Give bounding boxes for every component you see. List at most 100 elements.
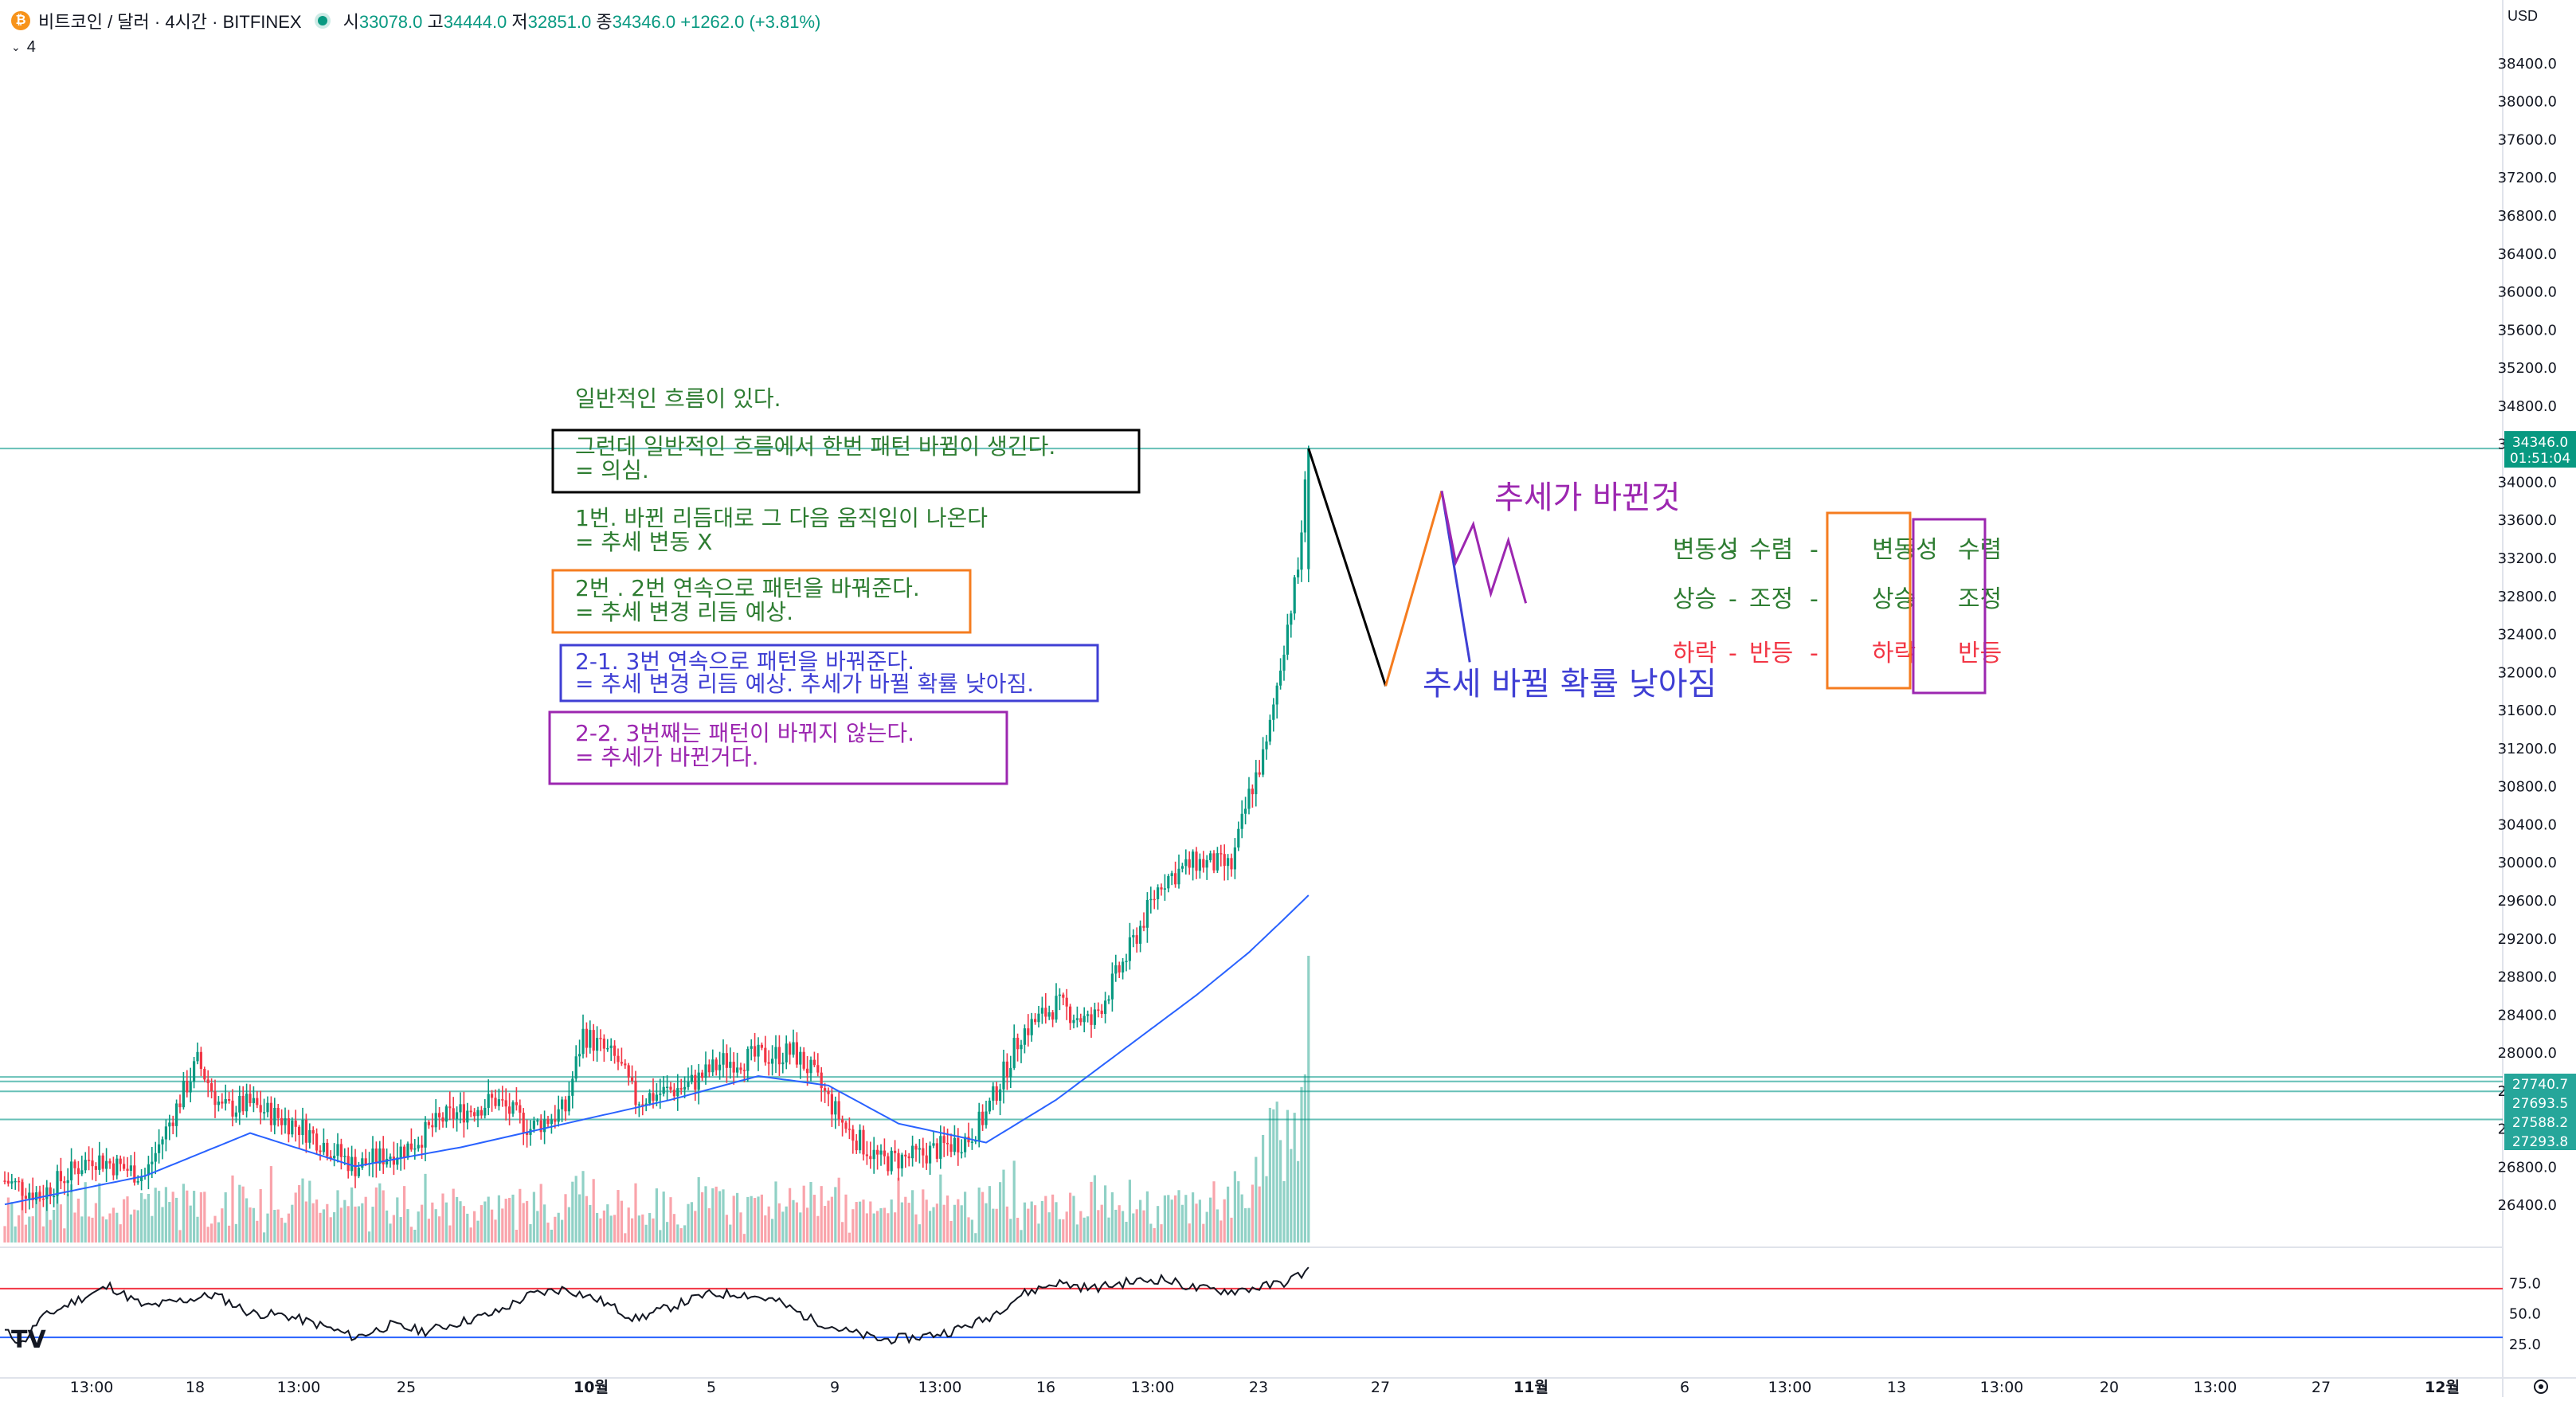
candle[interactable] [841,1119,844,1123]
candle[interactable] [935,1143,938,1159]
candle[interactable] [539,1120,542,1133]
candle[interactable] [834,1101,837,1115]
candle[interactable] [812,1059,816,1066]
candle[interactable] [1258,772,1261,775]
candle[interactable] [1128,937,1131,961]
candle[interactable] [1090,1014,1093,1025]
candle[interactable] [683,1086,687,1090]
candle[interactable] [1153,898,1156,901]
candle[interactable] [970,1141,973,1143]
candle[interactable] [1044,1008,1047,1017]
candle[interactable] [18,1180,21,1183]
candle[interactable] [714,1059,718,1070]
candle[interactable] [631,1077,634,1082]
candle[interactable] [182,1081,185,1108]
candle[interactable] [228,1099,231,1101]
candle[interactable] [76,1168,80,1175]
candle[interactable] [136,1180,139,1183]
candle[interactable] [522,1113,525,1133]
candle[interactable] [953,1137,956,1152]
candle[interactable] [231,1100,234,1117]
candle[interactable] [1023,1028,1026,1045]
candle[interactable] [771,1059,774,1064]
candle[interactable] [1223,854,1226,867]
candle[interactable] [694,1074,697,1090]
candle[interactable] [431,1125,434,1128]
candle[interactable] [266,1102,269,1113]
candle[interactable] [133,1165,136,1183]
candle[interactable] [336,1144,339,1156]
candle[interactable] [585,1028,588,1048]
candle[interactable] [960,1152,963,1154]
candle[interactable] [256,1098,259,1106]
candle[interactable] [284,1118,287,1125]
candle[interactable] [627,1065,630,1078]
candle[interactable] [739,1067,742,1070]
candle[interactable] [462,1104,465,1123]
candle[interactable] [925,1155,928,1164]
candle[interactable] [1262,749,1265,775]
candle[interactable] [606,1047,609,1050]
candle[interactable] [1082,1016,1086,1023]
candle[interactable] [1149,898,1153,901]
candle[interactable] [532,1121,535,1129]
candle[interactable] [399,1146,402,1158]
candle[interactable] [1157,887,1160,900]
candle[interactable] [729,1062,732,1068]
candle[interactable] [392,1156,395,1165]
candle[interactable] [441,1117,444,1122]
candle[interactable] [515,1102,518,1106]
annotation-box-orange[interactable] [551,569,972,634]
candle[interactable] [249,1094,252,1104]
candle[interactable] [1205,859,1208,868]
candle[interactable] [91,1160,94,1167]
candle[interactable] [389,1156,392,1159]
candle[interactable] [666,1086,669,1089]
candle[interactable] [343,1156,346,1157]
candle[interactable] [581,1028,585,1055]
candle[interactable] [557,1109,560,1122]
candle[interactable] [617,1055,620,1062]
candle[interactable] [1110,973,1114,1000]
candle[interactable] [333,1156,336,1159]
candle[interactable] [648,1093,652,1104]
candle[interactable] [476,1109,480,1117]
candle[interactable] [245,1094,249,1112]
candle[interactable] [175,1103,178,1126]
candle[interactable] [1079,1018,1082,1023]
candle[interactable] [736,1067,739,1073]
candle[interactable] [820,1072,823,1089]
candle[interactable] [1027,1028,1030,1035]
candle[interactable] [1216,853,1219,871]
candle[interactable] [977,1111,981,1141]
candle[interactable] [519,1105,522,1113]
candle[interactable] [652,1093,655,1101]
candle[interactable] [777,1047,781,1065]
candle[interactable] [94,1166,97,1170]
candle[interactable] [792,1042,795,1055]
candle[interactable] [80,1170,84,1175]
candle[interactable] [241,1095,245,1112]
candle[interactable] [824,1088,827,1091]
candle[interactable] [1174,873,1177,885]
indicator-toggle[interactable]: ⌄ 4 [11,38,36,57]
gear-icon[interactable] [2534,1379,2548,1394]
candle[interactable] [1065,997,1068,1007]
candle[interactable] [802,1051,805,1069]
candle[interactable] [1290,613,1293,625]
candle[interactable] [421,1145,424,1148]
candle[interactable] [10,1181,14,1184]
candle[interactable] [168,1122,171,1127]
candle[interactable] [3,1180,6,1182]
candle[interactable] [799,1051,802,1065]
candle[interactable] [427,1121,430,1125]
candle[interactable] [760,1044,763,1048]
candle[interactable] [574,1056,577,1079]
candle[interactable] [1132,935,1135,937]
candle[interactable] [480,1109,483,1116]
candle[interactable] [84,1160,87,1171]
candle[interactable] [66,1180,69,1184]
candle[interactable] [1233,847,1236,870]
